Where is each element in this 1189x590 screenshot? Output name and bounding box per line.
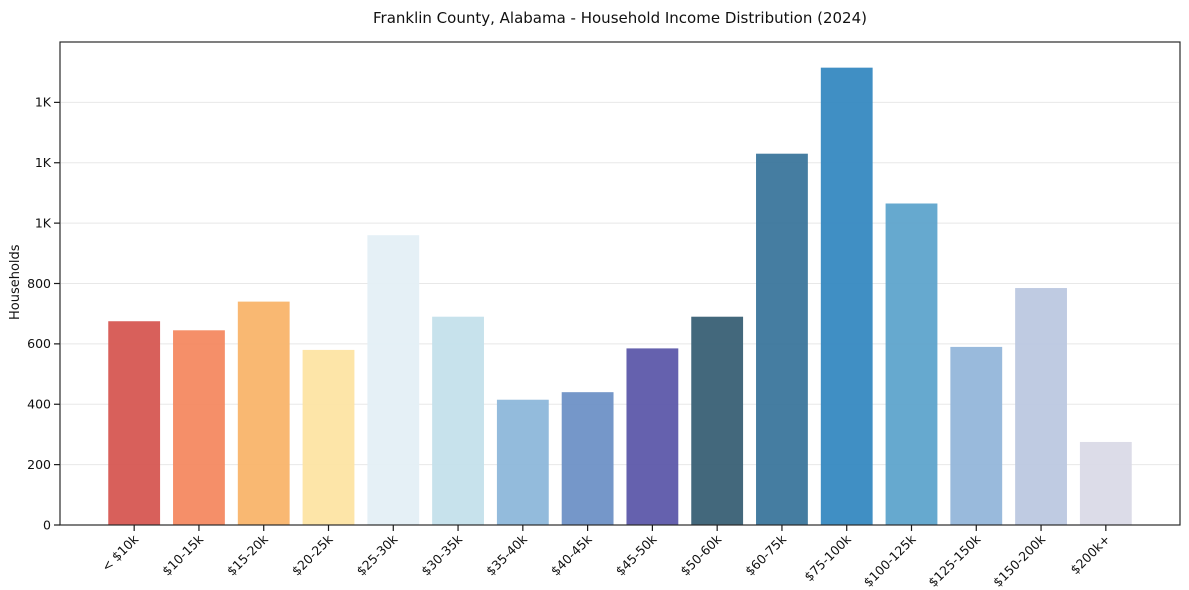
bar-30-35k (432, 316, 484, 525)
x-tick-label: $25-30k (353, 531, 401, 579)
bar-35-40k (496, 399, 549, 525)
x-tick-label: $30-35k (418, 531, 466, 579)
x-tick-label: $15-20k (224, 531, 272, 579)
bar-45-50k (626, 348, 679, 525)
y-tick-label: 0 (43, 517, 51, 532)
bar-50-60k (691, 316, 744, 525)
x-tick-label: $100-125k (860, 531, 919, 590)
y-tick-label: 200 (27, 457, 51, 472)
x-tick-label: $40-45k (548, 531, 596, 579)
bar-125-150k (950, 346, 1003, 525)
x-tick-label: $20-25k (289, 531, 337, 579)
x-tick-label: $200k+ (1067, 532, 1113, 578)
bar-15-20k (237, 301, 290, 525)
x-tick-label: $125-150k (925, 531, 984, 590)
x-tick-label: $10-15k (159, 531, 207, 579)
bar-60-75k (756, 153, 808, 525)
x-tick-label: $50-60k (677, 531, 725, 579)
bar-20-25k (302, 349, 355, 525)
x-tick-label: $150-200k (990, 531, 1049, 590)
x-tick-label: $45-50k (612, 531, 660, 579)
bar-10-15k (173, 330, 225, 525)
x-tick-label: $35-40k (483, 531, 531, 579)
x-tick-label: $60-75k (742, 531, 790, 579)
bar-40-45k (561, 392, 614, 525)
bar-10k (108, 321, 161, 525)
y-tick-label: 1K (35, 155, 52, 170)
x-tick-label: < $10k (98, 531, 141, 574)
y-tick-label: 800 (27, 276, 51, 291)
x-tick-label: $75-100k (801, 531, 854, 584)
y-tick-label: 400 (27, 397, 51, 412)
y-tick-label: 1K (35, 215, 52, 230)
bar-150-200k (1015, 288, 1067, 525)
chart-title: Franklin County, Alabama - Household Inc… (372, 9, 867, 27)
bar-25-30k (367, 235, 420, 525)
y-tick-label: 1K (35, 95, 52, 110)
bar-200k (1079, 441, 1132, 525)
y-tick-label: 600 (27, 336, 51, 351)
bar-100-125k (885, 203, 938, 526)
bar-75-100k (820, 67, 873, 526)
